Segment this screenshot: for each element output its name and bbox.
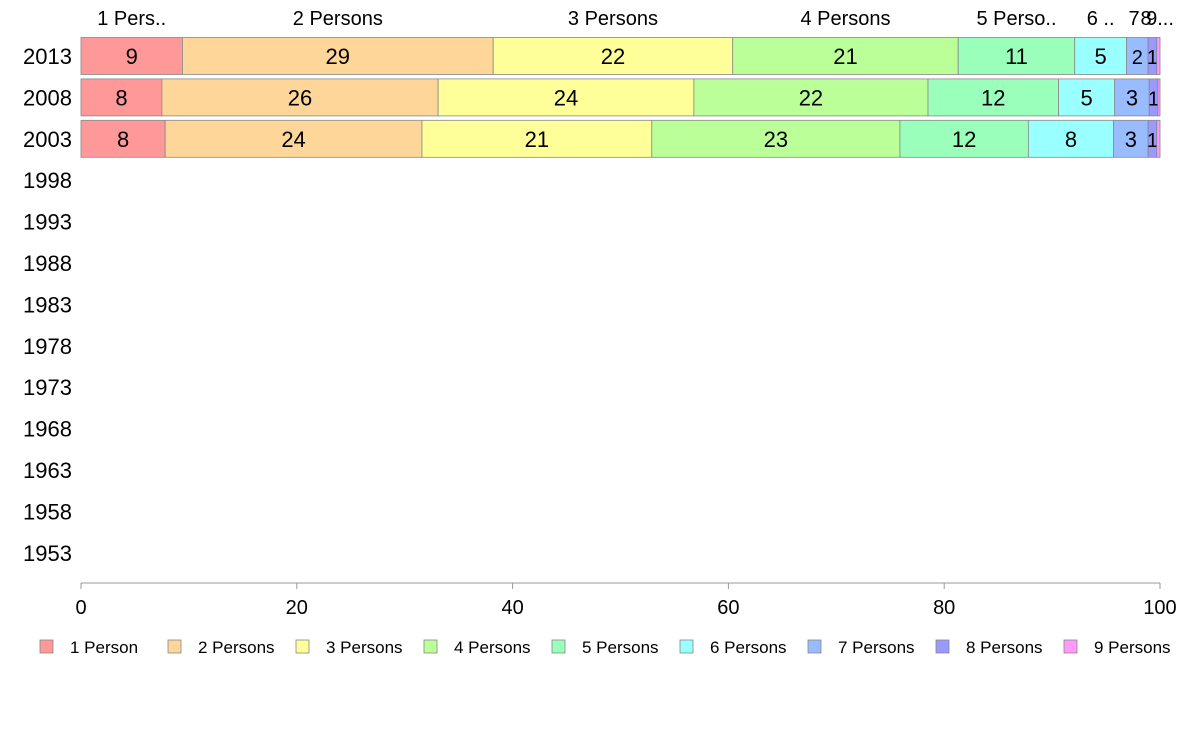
data-label: 5: [1095, 44, 1107, 69]
y-tick-label: 2003: [23, 127, 72, 152]
top-segment-label: 3 Persons: [568, 8, 658, 30]
bar-segment: [732, 37, 959, 75]
bar-segment: [1157, 78, 1161, 117]
bar-segment: [182, 37, 494, 75]
y-tick-label: 2013: [23, 44, 72, 69]
top-labels: 1 Pers.. 2 Persons 3 Persons 4 Persons 5 Per…: [97, 8, 1174, 30]
bar-segment: [693, 78, 929, 117]
data-label: 3: [1126, 85, 1138, 110]
bar-segment: [437, 78, 695, 117]
bar-segment: [80, 119, 166, 158]
legend-swatch: [167, 639, 182, 654]
top-segment-label: 2 Persons: [293, 8, 383, 30]
legend-label: 4 Persons: [454, 638, 531, 657]
x-tick-label: 20: [286, 597, 308, 619]
y-tick-label: 1973: [23, 375, 72, 400]
bar-segment: [1156, 119, 1161, 158]
bar-segment: [1156, 37, 1161, 75]
data-label: 1: [1147, 47, 1158, 69]
y-tick-label: 1983: [23, 292, 72, 317]
data-label: 5: [1081, 85, 1093, 110]
bar-segment: [164, 119, 423, 158]
x-tick-label: 80: [933, 597, 955, 619]
y-tick-label: 1993: [23, 210, 72, 235]
data-label: 24: [281, 127, 305, 152]
y-tick-label: 1968: [23, 417, 72, 442]
y-tick-label: 1998: [23, 168, 72, 193]
data-label: 1: [1148, 88, 1159, 110]
x-tick-label: 60: [717, 597, 739, 619]
bar-segment: [421, 119, 653, 158]
x-tick-label: 100: [1143, 597, 1176, 619]
legend-label: 9 Persons: [1094, 638, 1171, 657]
data-label: 22: [601, 44, 625, 69]
legend-label: 5 Persons: [582, 638, 659, 657]
data-label: 26: [288, 85, 312, 110]
x-tick-label: 0: [75, 597, 86, 619]
y-tick-label: 1988: [23, 251, 72, 276]
bar-segment: [80, 37, 183, 75]
data-label: 21: [833, 44, 857, 69]
data-label: 23: [764, 127, 788, 152]
bar-segment: [80, 78, 163, 117]
top-segment-label: 5 Perso..: [976, 8, 1056, 30]
y-tick-label: 1953: [23, 541, 72, 566]
bar-segment: [1113, 119, 1149, 158]
legend-swatch: [807, 639, 822, 654]
legend-swatch: [679, 639, 694, 654]
legend-swatch: [295, 639, 310, 654]
data-label: 8: [1065, 127, 1077, 152]
bar-segment: [1114, 78, 1150, 117]
data-label: 8: [115, 85, 127, 110]
data-label: 12: [981, 85, 1005, 110]
bar-segment: [957, 37, 1076, 75]
legend-label: 7 Persons: [838, 638, 915, 657]
legend: 1 Person 2 Persons 3 Persons 4 Persons 5 Per…: [39, 638, 1171, 657]
bar-segment: [1074, 37, 1127, 75]
data-label: 24: [554, 85, 578, 110]
data-label: 11: [1005, 44, 1028, 69]
y-tick-label: 1978: [23, 334, 72, 359]
data-label: 29: [326, 44, 350, 69]
bars: 9 29 22 21 11 5 2 18 26 24 22 12 5 3 18 24 21 23 12 8 3 1: [80, 37, 1161, 158]
data-label: 12: [952, 127, 976, 152]
top-segment-label: 1 Pers..: [97, 8, 166, 30]
top-segment-label: 7: [1128, 8, 1139, 30]
y-tick-label: 1958: [23, 499, 72, 524]
y-tick-label: 1963: [23, 458, 72, 483]
legend-swatch: [935, 639, 950, 654]
bar-segment: [899, 119, 1029, 158]
x-axis: 0 20 40 60 80 100: [75, 582, 1177, 619]
data-label: 1: [1147, 130, 1158, 152]
data-label: 8: [117, 127, 129, 152]
legend-swatch: [1063, 639, 1078, 654]
legend-swatch: [551, 639, 566, 654]
legend-label: 8 Persons: [966, 638, 1043, 657]
legend-label: 6 Persons: [710, 638, 787, 657]
top-segment-label: 9...: [1146, 8, 1174, 30]
legend-swatch: [39, 639, 54, 654]
data-label: 9: [126, 44, 138, 69]
legend-swatch: [423, 639, 438, 654]
top-segment-label: 6 ..: [1087, 8, 1115, 30]
y-axis: 2013 2008 2003 1998 1993 1988 1983 1978 1973 1968…: [23, 44, 72, 566]
data-label: 2: [1132, 47, 1143, 69]
data-label: 22: [799, 85, 823, 110]
data-label: 3: [1125, 127, 1137, 152]
legend-label: 1 Person: [70, 638, 138, 657]
bar-segment: [651, 119, 901, 158]
top-segment-label: 4 Persons: [800, 8, 890, 30]
bar-segment: [927, 78, 1059, 117]
legend-label: 3 Persons: [326, 638, 403, 657]
x-tick-label: 40: [501, 597, 523, 619]
top-segment-label: 8: [1140, 8, 1151, 30]
y-tick-label: 2008: [23, 85, 72, 110]
bar-segment: [1027, 119, 1115, 158]
legend-label: 2 Persons: [198, 638, 275, 657]
data-label: 21: [525, 127, 549, 152]
